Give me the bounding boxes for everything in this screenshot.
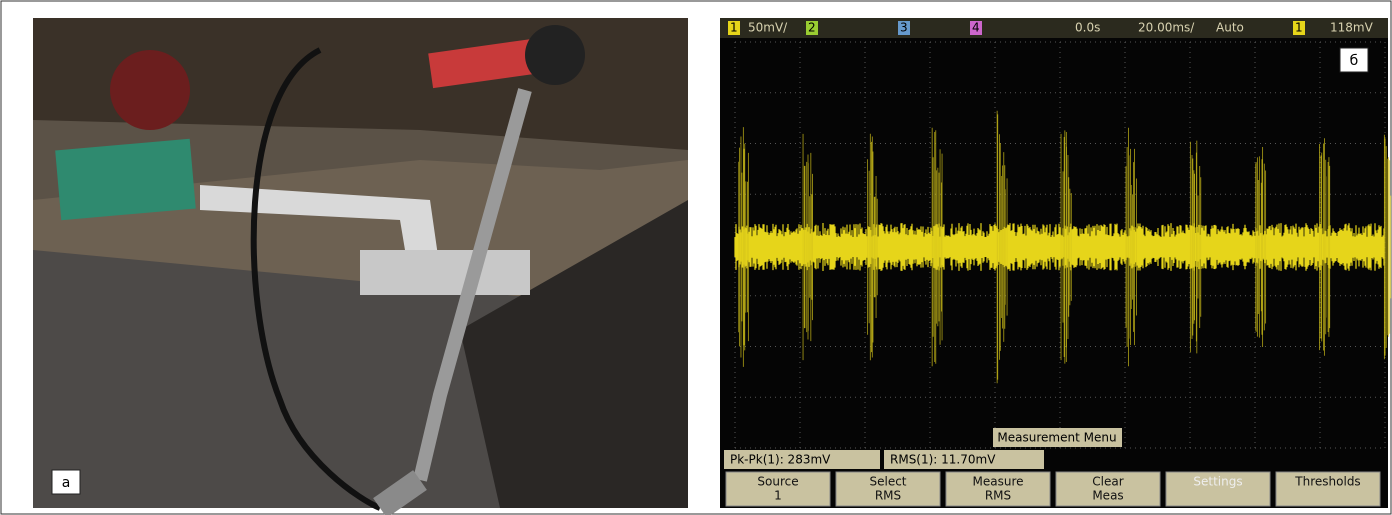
softkey-label[interactable]: Source [757, 475, 798, 489]
header-text: 50mV/ [748, 21, 788, 35]
figure: a б Measurement Menu Pk-Pk(1): 283mV RMS… [0, 0, 1392, 515]
header-text: Auto [1216, 21, 1244, 35]
header-text: 4 [972, 21, 980, 35]
softkey-label[interactable]: Select [869, 475, 906, 489]
softkey-label[interactable]: 1 [774, 489, 782, 503]
softkey-label[interactable]: Clear [1092, 475, 1123, 489]
photo: a [33, 18, 688, 508]
softkey-label[interactable]: RMS [985, 489, 1011, 503]
menu-title: Measurement Menu [997, 431, 1116, 445]
header-text: 3 [900, 21, 908, 35]
header-text: 20.00ms/ [1138, 21, 1195, 35]
measurement: Pk-Pk(1): 283mV [730, 453, 831, 467]
header-text: 1 [730, 21, 738, 35]
panel-label: б [1350, 53, 1359, 69]
header-text: 2 [808, 21, 816, 35]
header-text: 1 [1295, 21, 1303, 35]
panel-label: a [62, 475, 71, 491]
softkey-label[interactable]: Measure [973, 475, 1024, 489]
figure-svg: a б Measurement Menu Pk-Pk(1): 283mV RMS… [0, 0, 1392, 515]
softkey-label[interactable]: Settings [1193, 475, 1242, 489]
header-text: 118mV [1330, 21, 1374, 35]
softkey-label[interactable]: RMS [875, 489, 901, 503]
noise-band [735, 223, 1384, 271]
oscilloscope-screen: б Measurement Menu Pk-Pk(1): 283mV RMS(1… [720, 18, 1392, 508]
header-text: 0.0s [1075, 21, 1100, 35]
softkey-label[interactable]: Thresholds [1294, 475, 1360, 489]
softkey-label[interactable]: Meas [1092, 489, 1123, 503]
measurement: RMS(1): 11.70mV [890, 453, 996, 467]
